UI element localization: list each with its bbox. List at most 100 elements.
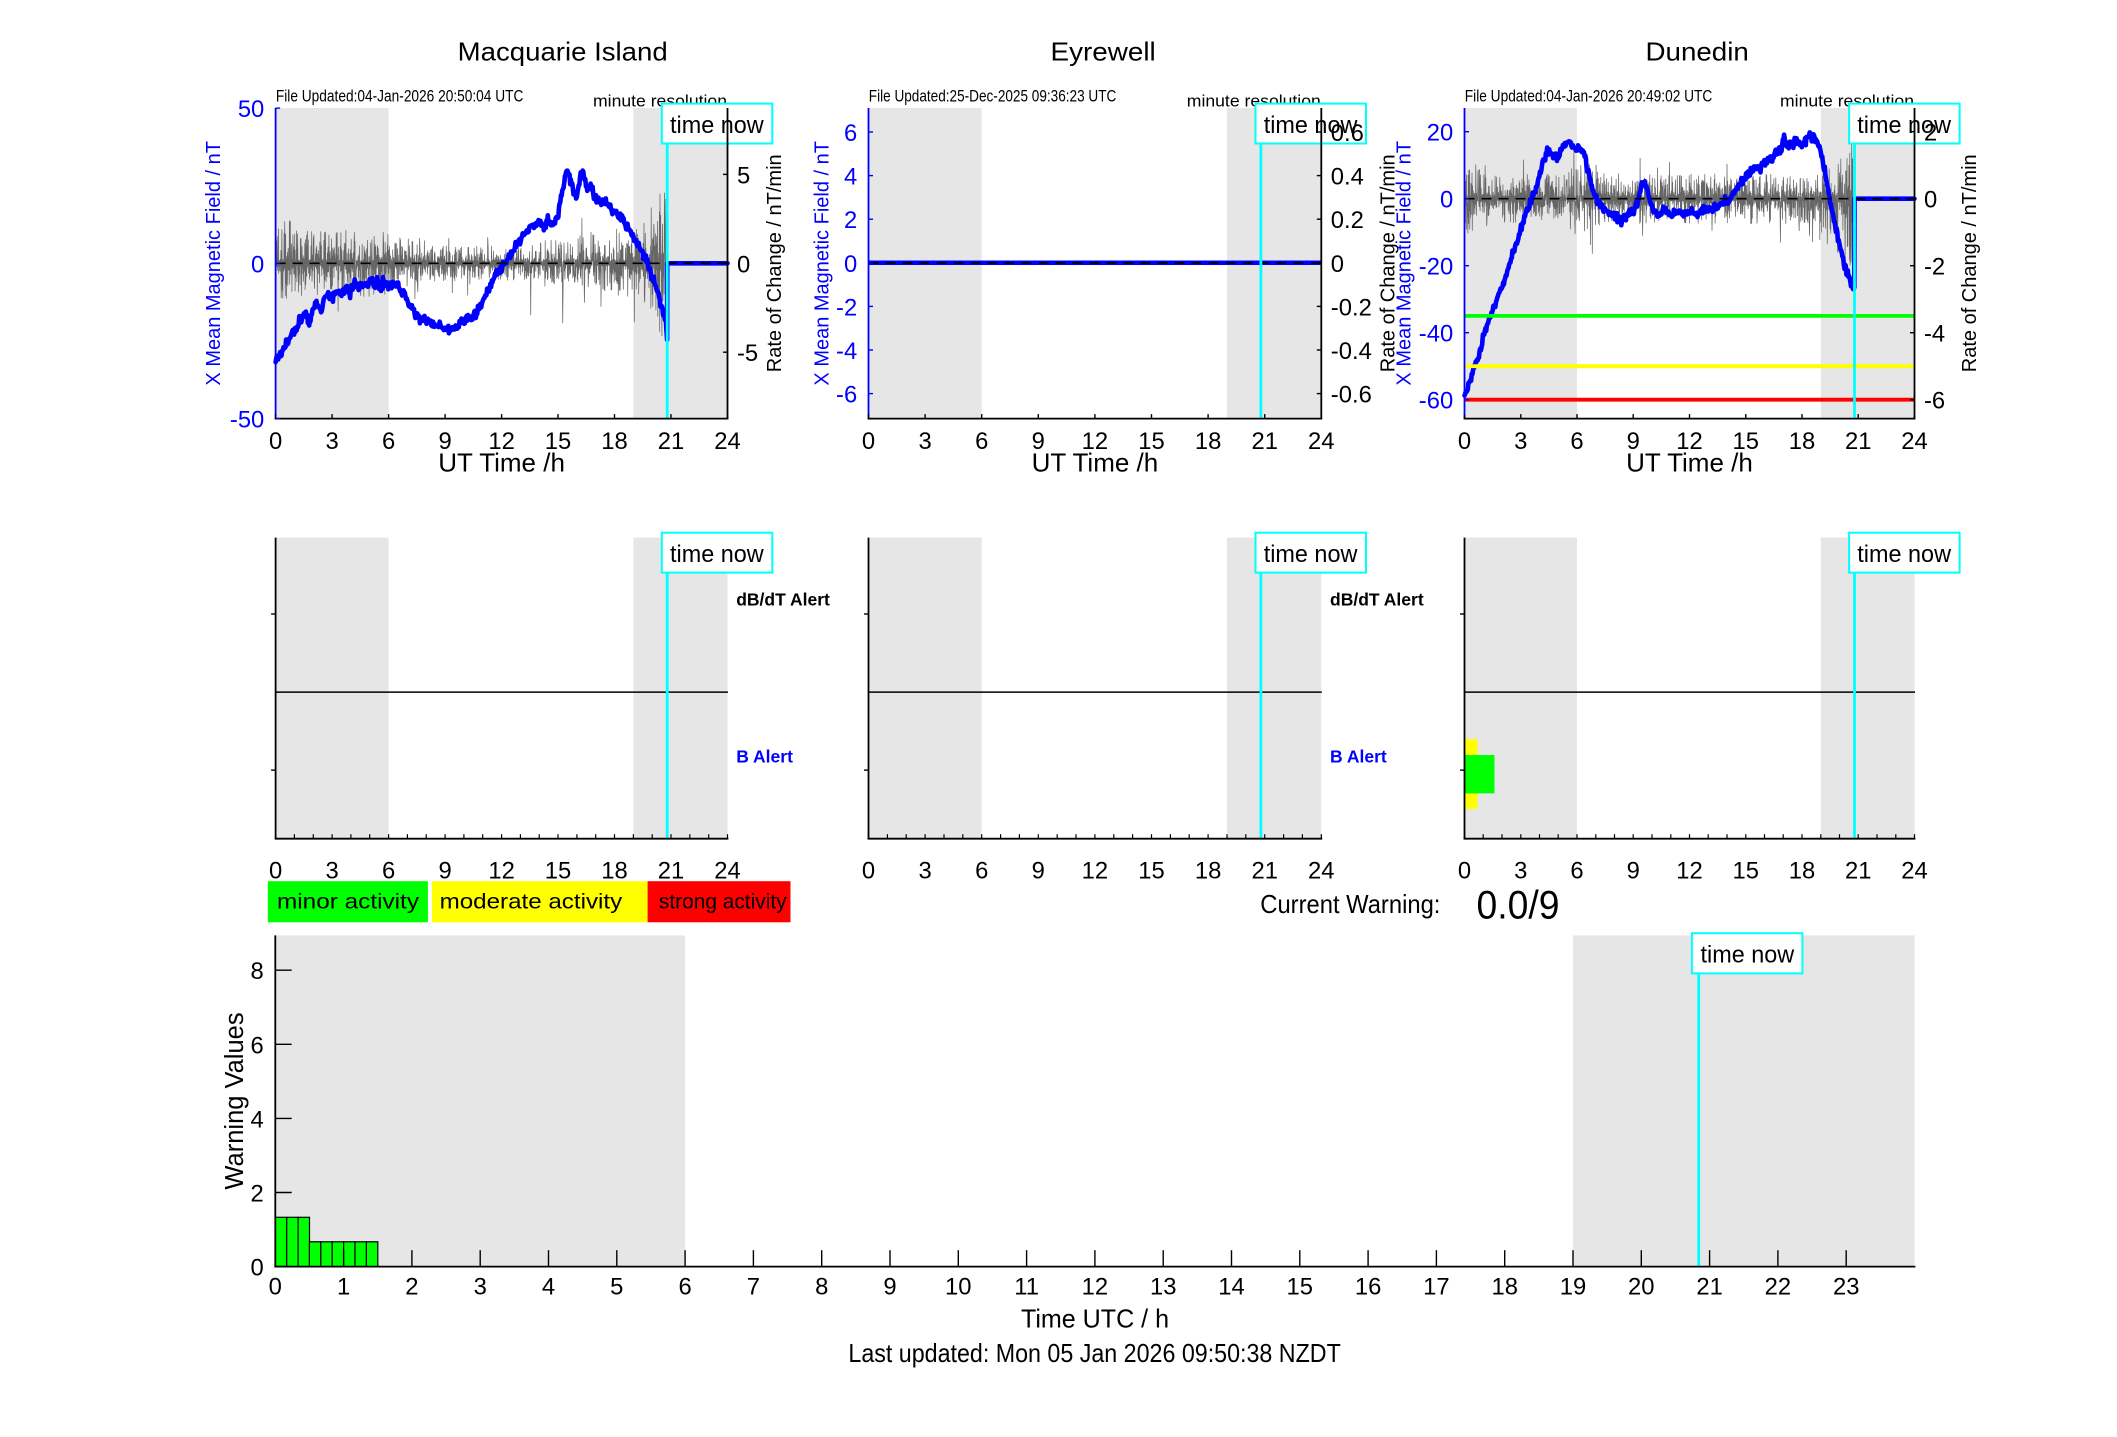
svg-text:17: 17: [1423, 1274, 1449, 1301]
svg-text:15: 15: [1138, 428, 1164, 455]
svg-text:3: 3: [918, 428, 931, 455]
svg-text:16: 16: [1355, 1274, 1381, 1301]
svg-text:50: 50: [238, 96, 264, 123]
svg-text:6: 6: [678, 1274, 691, 1301]
svg-text:Warning Values: Warning Values: [221, 1012, 249, 1189]
svg-text:strong activity: strong activity: [659, 891, 787, 914]
svg-text:10: 10: [945, 1274, 971, 1301]
svg-text:-6: -6: [1924, 388, 1945, 415]
svg-text:time now: time now: [1857, 112, 1951, 139]
svg-text:B Alert: B Alert: [1330, 747, 1387, 767]
svg-text:3: 3: [474, 1274, 487, 1301]
svg-text:20: 20: [1628, 1274, 1654, 1301]
svg-text:-5: -5: [737, 340, 758, 367]
svg-text:UT Time /h: UT Time /h: [1032, 447, 1159, 477]
svg-text:-2: -2: [1924, 254, 1945, 281]
svg-text:12: 12: [1082, 857, 1108, 884]
svg-text:21: 21: [1845, 857, 1871, 884]
svg-text:0.2: 0.2: [1331, 207, 1364, 234]
svg-text:0: 0: [251, 1255, 264, 1282]
svg-text:3: 3: [1514, 428, 1527, 455]
svg-text:9: 9: [883, 1274, 896, 1301]
svg-text:-0.2: -0.2: [1331, 294, 1372, 321]
svg-text:X Mean Magnetic Field / nT: X Mean Magnetic Field / nT: [203, 141, 225, 386]
svg-text:15: 15: [1138, 857, 1164, 884]
svg-text:18: 18: [1789, 428, 1815, 455]
svg-text:20: 20: [1427, 120, 1453, 147]
svg-text:3: 3: [1514, 857, 1527, 884]
svg-text:Macquarie Island: Macquarie Island: [458, 37, 668, 67]
svg-text:12: 12: [1676, 857, 1702, 884]
svg-text:X Mean Magnetic Field / nT: X Mean Magnetic Field / nT: [1393, 141, 1415, 386]
svg-text:0: 0: [737, 251, 750, 278]
svg-text:6: 6: [975, 857, 988, 884]
svg-text:6: 6: [251, 1032, 264, 1059]
svg-text:15: 15: [545, 428, 571, 455]
svg-text:-4: -4: [1924, 321, 1945, 348]
svg-text:18: 18: [1195, 428, 1221, 455]
svg-text:0: 0: [269, 857, 282, 884]
svg-text:23: 23: [1833, 1274, 1859, 1301]
svg-text:9: 9: [438, 857, 451, 884]
svg-text:-6: -6: [836, 382, 857, 409]
svg-text:21: 21: [1251, 857, 1277, 884]
svg-text:File Updated:25-Dec-2025 09:36: File Updated:25-Dec-2025 09:36:23 UTC: [869, 88, 1117, 106]
svg-text:4: 4: [542, 1274, 555, 1301]
svg-text:19: 19: [1560, 1274, 1586, 1301]
svg-text:-0.4: -0.4: [1331, 338, 1372, 365]
svg-text:5: 5: [737, 162, 750, 189]
svg-text:Current Warning:: Current Warning:: [1260, 889, 1440, 919]
svg-text:11: 11: [1014, 1274, 1039, 1301]
svg-text:0: 0: [1458, 428, 1471, 455]
svg-text:4: 4: [844, 164, 857, 191]
svg-text:0: 0: [269, 428, 282, 455]
svg-text:18: 18: [1789, 857, 1815, 884]
svg-text:9: 9: [1627, 428, 1640, 455]
svg-text:24: 24: [1901, 428, 1927, 455]
svg-text:Last updated: Mon 05 Jan 2026: Last updated: Mon 05 Jan 2026 09:50:38 N…: [848, 1338, 1341, 1368]
svg-text:File Updated:04-Jan-2026 20:50: File Updated:04-Jan-2026 20:50:04 UTC: [276, 88, 524, 106]
svg-text:-0.6: -0.6: [1331, 382, 1372, 409]
svg-text:-40: -40: [1419, 321, 1453, 348]
svg-text:9: 9: [1032, 857, 1045, 884]
svg-text:1: 1: [337, 1274, 350, 1301]
svg-text:21: 21: [658, 857, 684, 884]
svg-text:UT Time /h: UT Time /h: [1626, 447, 1753, 477]
svg-text:X Mean Magnetic Field / nT: X Mean Magnetic Field / nT: [812, 141, 834, 386]
svg-text:24: 24: [1308, 428, 1334, 455]
svg-text:15: 15: [1733, 428, 1759, 455]
svg-text:-60: -60: [1419, 388, 1453, 415]
svg-text:18: 18: [601, 428, 627, 455]
svg-text:18: 18: [1195, 857, 1221, 884]
svg-text:0.6: 0.6: [1331, 120, 1364, 147]
svg-text:0: 0: [1440, 187, 1453, 214]
svg-text:12: 12: [488, 428, 514, 455]
svg-text:12: 12: [1676, 428, 1702, 455]
svg-text:15: 15: [545, 857, 571, 884]
svg-text:8: 8: [251, 958, 264, 985]
svg-text:time now: time now: [1264, 112, 1358, 139]
svg-text:B Alert: B Alert: [736, 747, 793, 767]
svg-text:0: 0: [251, 251, 264, 278]
svg-text:12: 12: [1082, 1274, 1108, 1301]
svg-text:4: 4: [251, 1106, 264, 1133]
svg-text:2: 2: [251, 1181, 264, 1208]
svg-text:0: 0: [1458, 857, 1471, 884]
svg-text:3: 3: [325, 428, 338, 455]
svg-text:0.0/9: 0.0/9: [1477, 883, 1560, 927]
svg-text:21: 21: [1251, 428, 1277, 455]
svg-text:-2: -2: [836, 294, 857, 321]
svg-text:9: 9: [1032, 428, 1045, 455]
svg-text:9: 9: [1627, 857, 1640, 884]
svg-text:0: 0: [269, 1274, 282, 1301]
svg-text:0: 0: [862, 857, 875, 884]
svg-text:6: 6: [975, 428, 988, 455]
svg-text:-50: -50: [230, 407, 264, 434]
svg-text:13: 13: [1150, 1274, 1176, 1301]
svg-text:File Updated:04-Jan-2026 20:49: File Updated:04-Jan-2026 20:49:02 UTC: [1465, 88, 1713, 106]
svg-text:dB/dT Alert: dB/dT Alert: [1330, 590, 1424, 610]
svg-text:UT Time /h: UT Time /h: [438, 447, 565, 477]
svg-text:0: 0: [862, 428, 875, 455]
svg-text:7: 7: [747, 1274, 760, 1301]
svg-text:3: 3: [325, 857, 338, 884]
